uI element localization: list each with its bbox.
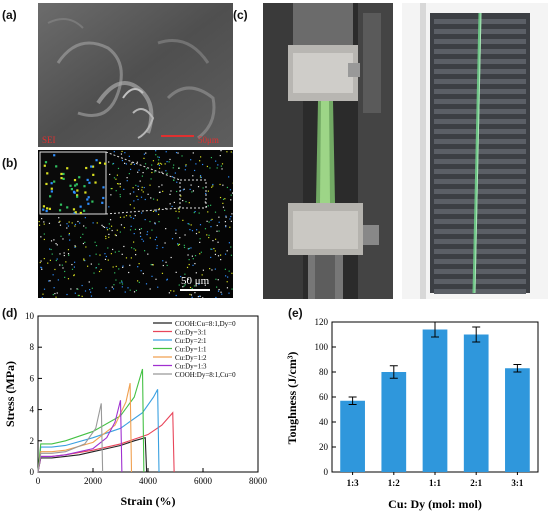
bar-1-2	[381, 372, 407, 472]
x-tick-label: 0	[36, 476, 41, 486]
x-tick-label: 8000	[249, 476, 268, 486]
bar-y-axis-label: Toughness (J/cm³)	[285, 352, 299, 445]
bar-x-axis-label: Cu: Dy (mol: mol)	[388, 497, 482, 511]
y-tick-label: 8	[30, 342, 35, 352]
bar-y-tick-label: 120	[315, 317, 329, 327]
legend-entry: Cu:Dy=3:1	[175, 329, 207, 337]
bar-category-label: 1:3	[347, 478, 359, 488]
sem-detector-label: SEI	[42, 135, 56, 145]
panel-label-a: (a)	[2, 8, 17, 22]
bar-y-tick-label: 60	[319, 392, 329, 402]
tensile-test-photo-left	[263, 3, 393, 299]
x-axis-label: Strain (%)	[121, 494, 176, 508]
panel-label-e: (e)	[288, 306, 303, 320]
stress-strain-chart: 0 2000 4000 6000 8000 0 2 4 6 8 10 COOH:Cu=8:1,Dy=…	[3, 311, 268, 508]
bar-category-label: 1:1	[429, 478, 441, 488]
bar-y-tick-label: 0	[324, 467, 329, 477]
series-line-1	[37, 436, 148, 473]
bar-2-1	[463, 334, 489, 472]
panel-label-c: (c)	[233, 8, 248, 22]
legend-entry: Cu:Dy=1:1	[175, 346, 207, 354]
legend-entry: Cu:Dy=1:3	[175, 363, 207, 371]
bar-y-tick-label: 100	[315, 342, 329, 352]
y-tick-label: 0	[30, 467, 35, 477]
bar-y-tick-label: 20	[319, 442, 329, 452]
x-tick-label: 2000	[84, 476, 103, 486]
bar-category-label: 2:1	[470, 478, 482, 488]
x-tick-label: 4000	[139, 476, 158, 486]
sem-micrograph: SEI 50μm	[38, 3, 233, 147]
stretched-specimen	[472, 12, 482, 294]
series-line-7	[37, 403, 104, 473]
bar-1-1	[422, 329, 448, 472]
bar-y-tick-label: 80	[319, 367, 329, 377]
series-line-3	[37, 389, 160, 473]
series-line-6	[37, 400, 123, 473]
series-line-5	[37, 382, 133, 473]
sem-image-panel: SEI 50μm	[38, 3, 233, 147]
y-tick-label: 6	[30, 373, 35, 383]
x-tick-label: 6000	[194, 476, 213, 486]
toughness-bar-chart: 0 20 40 60 80 100 120 1:3 1:2 1:1 2:1 3:1 Cu: Dy (…	[285, 317, 539, 511]
eds-elemental-map: 50 μm	[38, 150, 233, 298]
eds-zoom-region	[179, 179, 207, 209]
sem-scale-label: 50μm	[198, 135, 219, 145]
legend-entry: COOH:Dy=8:1,Cu=0	[175, 371, 236, 379]
panel-label-d: (d)	[2, 306, 18, 320]
y-axis-label: Stress (MPa)	[3, 361, 17, 427]
bar-category-label: 3:1	[511, 478, 523, 488]
panel-label-b: (b)	[2, 156, 18, 170]
eds-scale-label: 50 μm	[181, 275, 210, 287]
bar-1-3	[340, 400, 365, 472]
bar-category-label: 1:2	[388, 478, 400, 488]
legend-entry: COOH:Cu=8:1,Dy=0	[175, 320, 236, 328]
eds-map-panel: 50 μm	[38, 150, 233, 298]
y-tick-label: 10	[25, 311, 35, 321]
bar-3-1	[505, 368, 530, 472]
y-tick-label: 2	[30, 436, 35, 446]
legend-entry: Cu:Dy=2:1	[175, 337, 207, 345]
bar-y-tick-label: 40	[319, 417, 329, 427]
y-tick-label: 4	[30, 405, 35, 415]
legend-entry: Cu:Dy=1:2	[175, 354, 207, 362]
tensile-test-photo-right	[402, 3, 548, 299]
